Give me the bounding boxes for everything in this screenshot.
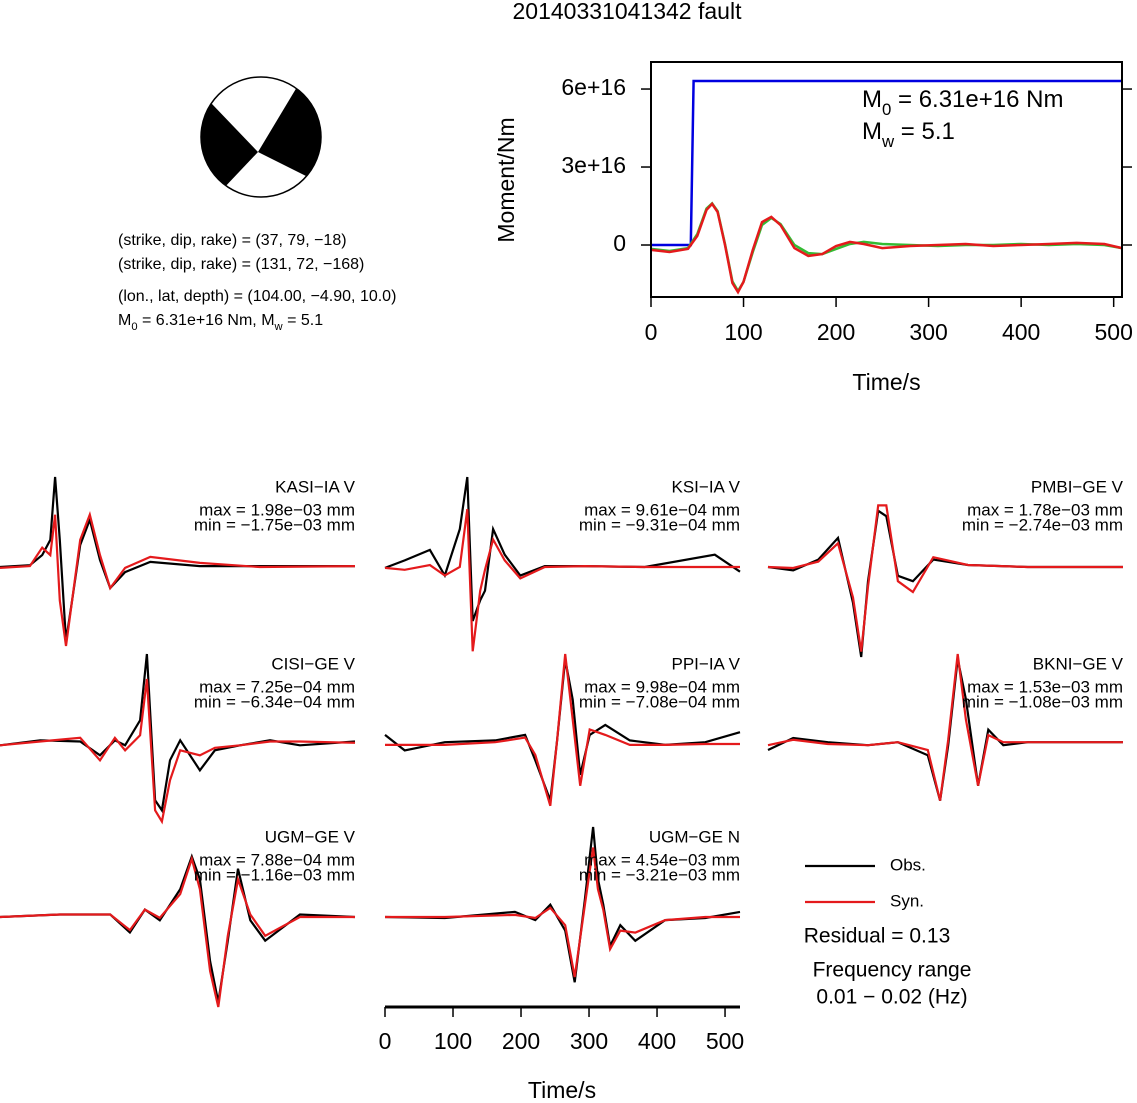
station-label: PMBI−GE V: [1031, 477, 1124, 496]
text-part: M: [118, 312, 131, 329]
station-label: UGM−GE V: [265, 827, 356, 846]
frequency-title: Frequency range: [813, 959, 972, 982]
y-tick-label: 0: [613, 230, 626, 256]
figure-title: 20140331041342 fault: [513, 0, 743, 24]
text-part: = 6.31e+16 Nm, M: [138, 312, 275, 329]
source-line: (lon., lat, depth) = (104.00, −4.90, 10.…: [118, 288, 396, 305]
legend-label: Syn.: [890, 891, 924, 910]
min-label: min = −1.75e−03 mm: [194, 515, 355, 534]
max-label: max = 1.98e−03 mm: [199, 500, 355, 519]
max-label: max = 9.98e−04 mm: [584, 677, 740, 696]
synthetic-trace: [0, 511, 356, 647]
min-label: min = −1.16e−03 mm: [194, 865, 355, 884]
max-label: max = 7.25e−04 mm: [199, 677, 355, 696]
min-label: min = −7.08e−04 mm: [579, 692, 740, 711]
observed-trace: [384, 476, 741, 622]
text-part: M: [862, 118, 882, 145]
plot-frame: [650, 61, 1123, 298]
x-tick-label: 400: [638, 1028, 676, 1054]
residual: Residual = 0.13: [804, 925, 951, 948]
frequency-range: 0.01 − 0.02 (Hz): [816, 986, 967, 1009]
max-label: max = 4.54e−03 mm: [584, 850, 740, 869]
synthetic-trace: [0, 855, 355, 1008]
y-axis-label: Moment/Nm: [493, 117, 519, 242]
observed-trace: [0, 853, 356, 1003]
synthetic-trace: [385, 653, 740, 807]
text-part: = 5.1: [894, 118, 955, 145]
min-label: min = −2.74e−03 mm: [962, 515, 1123, 534]
source-line: (strike, dip, rake) = (37, 79, −18): [118, 232, 347, 249]
time-axis: 0 100 200 300 400 500 Time/s: [379, 1005, 744, 1103]
max-label: max = 1.53e−03 mm: [967, 677, 1123, 696]
synthetic-trace: [0, 678, 356, 825]
station-label: KSI−IA V: [671, 477, 740, 496]
x-tick-label: 500: [706, 1028, 744, 1054]
x-axis-label: Time/s: [852, 369, 920, 395]
x-axis-label: Time/s: [528, 1077, 596, 1103]
station-label: BKNI−GE V: [1033, 654, 1124, 673]
text-part: = 6.31e+16 Nm: [891, 86, 1063, 113]
min-label: min = −6.34e−04 mm: [194, 692, 355, 711]
beachball-outline: [200, 76, 322, 198]
min-label: min = −9.31e−04 mm: [579, 515, 740, 534]
station-label: UGM−GE N: [649, 827, 740, 846]
source-line: (strike, dip, rake) = (131, 72, −168): [118, 256, 364, 273]
synthetic-trace: [385, 847, 740, 978]
text-part: M: [862, 86, 882, 113]
min-label: min = −1.08e−03 mm: [962, 692, 1123, 711]
x-tick-label: 200: [817, 319, 855, 345]
synthetic-trace: [767, 653, 1123, 801]
station-label: PPI−IA V: [671, 654, 740, 673]
moment-chart: 0 100 200 300 400 500 0 3e+16 6e+16 Time/s Moment/…: [493, 61, 1133, 395]
station-label: KASI−IA V: [275, 477, 356, 496]
text-part: = 5.1: [283, 312, 324, 329]
max-label: max = 9.61e−04 mm: [584, 500, 740, 519]
synthetic-trace: [384, 509, 740, 652]
moment-curve: [651, 79, 1122, 247]
y-tick-label: 3e+16: [561, 152, 626, 178]
x-tick-label: 200: [502, 1028, 540, 1054]
source-text: (strike, dip, rake) = (37, 79, −18) (stri…: [118, 232, 396, 333]
subscript: w: [274, 321, 284, 333]
x-tick-label: 100: [724, 319, 762, 345]
y-tick-label: 6e+16: [561, 74, 626, 100]
moment-line: M0 = 6.31e+16 Nm, Mw = 5.1: [118, 312, 323, 333]
synthetic-trace: [767, 504, 1123, 652]
station-label: CISI−GE V: [271, 654, 355, 673]
x-tick-label: 0: [379, 1028, 392, 1054]
x-tick-label: 300: [570, 1028, 608, 1054]
beachball: [200, 76, 322, 198]
subscript: 0: [131, 321, 137, 333]
x-tick-label: 0: [645, 319, 658, 345]
x-tick-label: 400: [1002, 319, 1040, 345]
x-tick-label: 100: [434, 1028, 472, 1054]
min-label: min = −3.21e−03 mm: [579, 865, 740, 884]
legend-label: Obs.: [890, 855, 926, 874]
max-label: max = 1.78e−03 mm: [967, 500, 1123, 519]
moment-curve: [650, 201, 1123, 295]
subscript: 0: [882, 100, 891, 119]
annotation: Mw = 5.1: [862, 118, 955, 151]
subscript: w: [881, 132, 895, 151]
max-label: max = 7.88e−04 mm: [199, 850, 355, 869]
x-tick-label: 300: [909, 319, 947, 345]
x-tick-label: 500: [1094, 319, 1132, 345]
annotation: M0 = 6.31e+16 Nm: [862, 86, 1063, 119]
